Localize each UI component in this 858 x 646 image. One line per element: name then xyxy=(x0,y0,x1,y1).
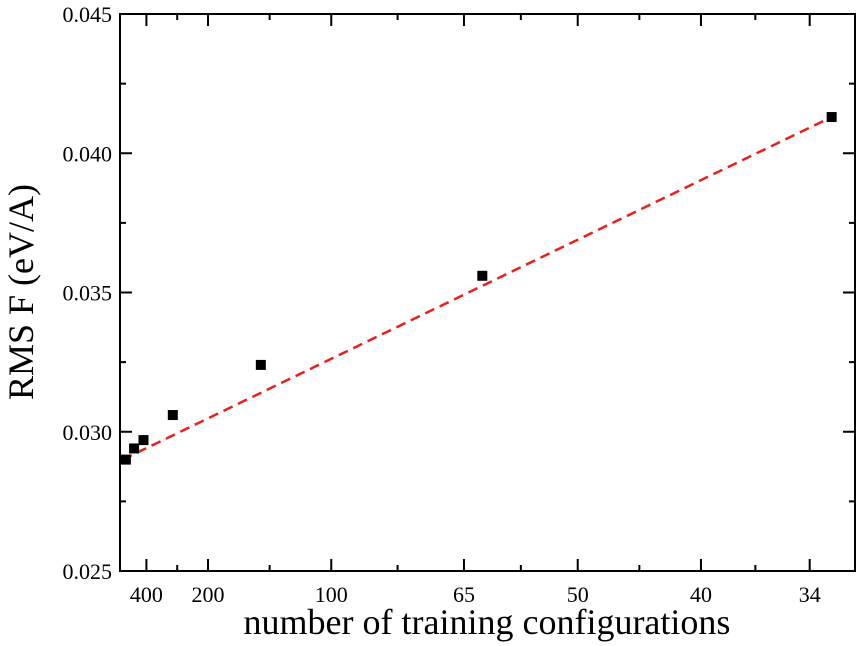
x-tick-label: 50 xyxy=(567,582,589,607)
x-tick-label: 400 xyxy=(130,582,163,607)
series-layer xyxy=(120,112,837,465)
x-tick-label: 200 xyxy=(192,582,225,607)
data-point xyxy=(120,454,131,465)
y-axis-title: RMS F (eV/A) xyxy=(1,184,41,400)
x-axis-title: number of training configurations xyxy=(244,602,731,642)
y-tick-label: 0.030 xyxy=(63,420,113,445)
data-point xyxy=(138,435,149,446)
y-tick-label: 0.035 xyxy=(63,281,113,306)
data-point xyxy=(167,410,178,421)
x-tick-label: 100 xyxy=(315,582,348,607)
y-tick-label: 0.045 xyxy=(63,2,113,27)
y-tick-label: 0.040 xyxy=(63,141,113,166)
data-point xyxy=(477,270,488,281)
data-point xyxy=(129,443,140,454)
plot-frame xyxy=(119,13,856,572)
x-tick-label: 40 xyxy=(690,582,712,607)
fit-line xyxy=(122,115,833,461)
data-point xyxy=(255,359,266,370)
x-tick-label: 34 xyxy=(799,582,821,607)
ticks-layer: 0.025 0.030 0.035 0.040 0.045 400 200 100 65 50 40… xyxy=(63,2,855,607)
y-tick-label: 0.025 xyxy=(63,559,113,584)
data-point xyxy=(826,112,837,123)
x-tick-label: 65 xyxy=(453,582,475,607)
